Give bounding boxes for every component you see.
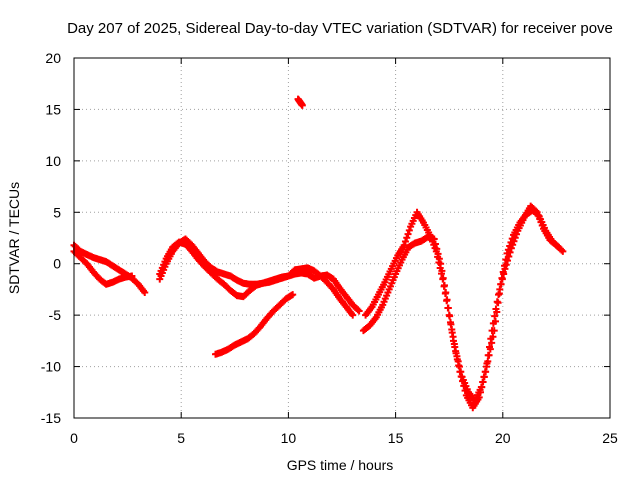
data-point-track-h	[494, 299, 502, 307]
data-point-track-h	[403, 234, 411, 242]
data-point-track-a	[141, 289, 149, 297]
data-point-track-h	[495, 290, 503, 298]
data-point-track-c	[354, 306, 362, 314]
y-tick-label: 20	[45, 50, 61, 66]
data-point-track-h	[448, 326, 456, 334]
data-point-track-h	[555, 243, 563, 251]
y-tick-label: -5	[49, 307, 62, 323]
data-point-track-h	[501, 262, 509, 270]
plot-frame	[73, 57, 611, 419]
chart-title: Day 207 of 2025, Sidereal Day-to-day VTE…	[67, 20, 613, 37]
data-point-track-g	[559, 247, 567, 255]
data-point-track-h	[454, 357, 462, 365]
data-point-track-h	[498, 274, 506, 282]
data-point-track-h	[503, 249, 511, 257]
data-point-track-h	[437, 270, 445, 278]
data-point-track-h	[490, 327, 498, 335]
data-point-track-h	[499, 268, 507, 276]
data-point-track-h	[489, 333, 497, 341]
y-tick-label: 10	[45, 153, 61, 169]
data-point-track-h	[446, 318, 454, 326]
data-point-track-h	[486, 345, 494, 353]
data-point-track-h	[453, 352, 461, 360]
y-tick-label: 5	[53, 204, 61, 220]
data-point-track-h	[506, 242, 514, 250]
y-tick-label: -15	[41, 410, 61, 426]
x-tick-label: 25	[602, 430, 618, 446]
data-point-track-h	[400, 241, 408, 249]
data-point-track-h	[507, 238, 515, 246]
data-point-track-h	[481, 368, 489, 376]
data-point-track-h	[488, 339, 496, 347]
data-point-track-h	[450, 340, 458, 348]
data-point-track-h	[405, 226, 413, 234]
data-point-track-h	[508, 235, 516, 243]
data-point-track-h	[484, 357, 492, 365]
y-tick-label: -10	[41, 359, 61, 375]
y-tick-label: 15	[45, 101, 61, 117]
data-point-track-h	[534, 211, 542, 219]
data-point-track-h	[435, 258, 443, 266]
data-point-track-h	[492, 317, 500, 325]
data-point-track-h	[401, 237, 409, 245]
x-tick-label: 10	[281, 430, 297, 446]
data-point-track-h	[434, 253, 442, 261]
data-point-track-d	[349, 311, 357, 319]
data-point-track-h	[455, 363, 463, 371]
gridlines	[74, 58, 610, 418]
data-point-track-h	[480, 373, 488, 381]
data-point-track-h	[432, 247, 440, 255]
data-point-track-h	[452, 347, 460, 355]
x-tick-label: 0	[70, 430, 78, 446]
data-point-track-h	[443, 297, 451, 305]
data-point-track-h	[449, 333, 457, 341]
data-point-track-h	[439, 275, 447, 283]
data-point-track-h	[444, 304, 452, 312]
data-point-track-h	[502, 256, 510, 264]
x-tick-label: 5	[177, 430, 185, 446]
data-point-track-b	[128, 272, 136, 280]
data-point-track-h	[493, 308, 501, 316]
y-tick-label: 0	[53, 256, 61, 272]
data-point-track-h	[440, 282, 448, 290]
y-axis-label: SDTVAR / TECUs	[6, 182, 22, 294]
data-point-track-e	[289, 291, 297, 299]
data-point-track-h	[479, 378, 487, 386]
data-point-track-h	[483, 363, 491, 371]
x-axis-label: GPS time / hours	[287, 457, 394, 473]
data-point-track-h	[445, 311, 453, 319]
x-tick-label: 20	[495, 430, 511, 446]
data-point-track-f	[298, 101, 306, 109]
data-point-track-h	[485, 351, 493, 359]
x-tick-label: 15	[388, 430, 404, 446]
data-points	[70, 95, 567, 412]
data-point-track-h	[436, 264, 444, 272]
data-point-track-h	[553, 242, 561, 250]
data-point-track-h	[404, 230, 412, 238]
data-point-track-h	[477, 383, 485, 391]
data-point-track-h	[504, 246, 512, 254]
data-point-track-h	[441, 290, 449, 298]
data-point-track-h	[457, 368, 465, 376]
data-point-track-h	[497, 280, 505, 288]
data-point-track-c	[355, 307, 363, 315]
axis-ticks: 0 5 10 15 20 25 20 15 10 5 0 -5 -10 -15	[41, 50, 618, 446]
